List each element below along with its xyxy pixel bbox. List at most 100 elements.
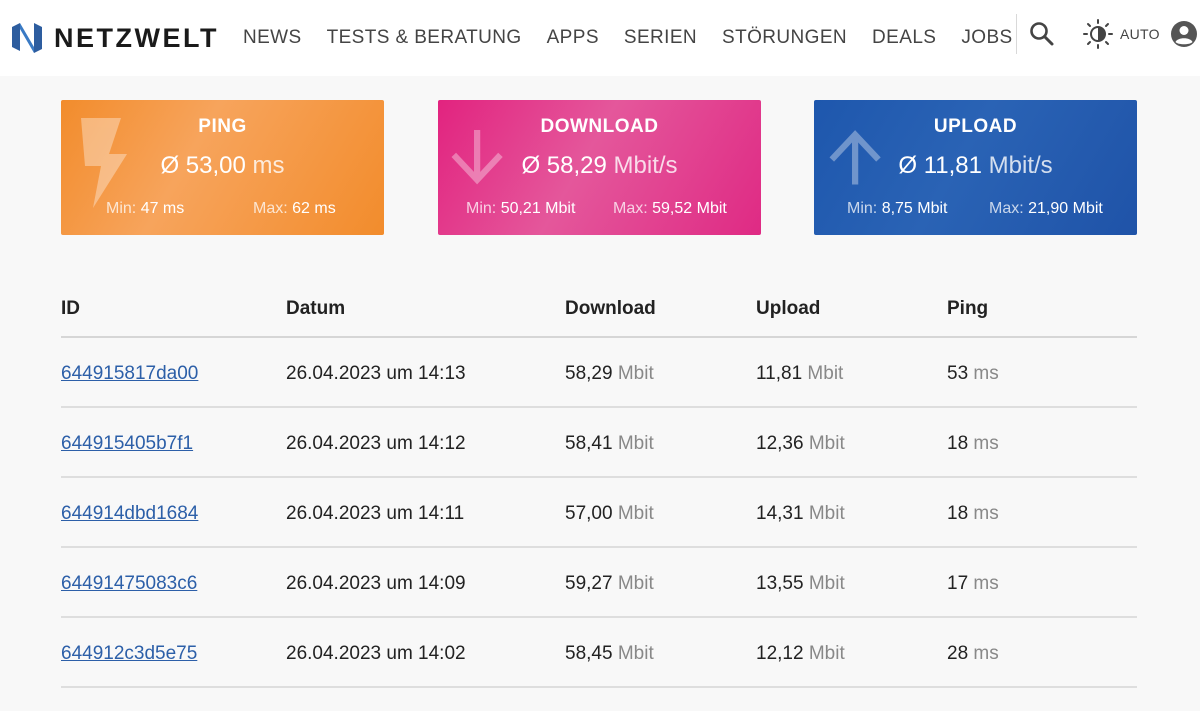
ping-average-value: 53,00 [185, 152, 246, 179]
speed-unit: Mbit [808, 503, 845, 524]
result-id-link[interactable]: 644912c3d5e75 [61, 643, 198, 664]
download-cell: 58,45 Mbit [565, 643, 654, 665]
upload-max: Max: 21,90 Mbit [989, 200, 1103, 218]
id-cell: 644914dbd1684 [61, 503, 198, 525]
date-cell: 26.04.2023 um 14:11 [286, 503, 465, 524]
nav-item-news[interactable]: NEWS [242, 27, 302, 48]
speed-unit: Mbit [617, 433, 654, 454]
result-id-link[interactable]: 64491475083c6 [61, 573, 198, 594]
ping-card: PING Ø 53,00 ms Min: 47 ms Max: 62 ms [61, 100, 384, 235]
theme-label: AUTO [1120, 26, 1160, 42]
ping-min: Min: 47 ms [106, 200, 184, 218]
ping-min-value: 47 ms [140, 200, 185, 217]
column-header-id: ID [61, 298, 80, 319]
id-cell: 64491475083c6 [61, 573, 197, 595]
ping-title: PING [198, 116, 247, 137]
upload-max-value: 21,90 Mbit [1028, 200, 1103, 217]
date-cell: 26.04.2023 um 14:12 [286, 433, 466, 454]
download-card: DOWNLOAD Ø 58,29 Mbit/s Min: 50,21 Mbit … [438, 100, 761, 235]
date-cell: 26.04.2023 um 14:02 [286, 643, 466, 664]
ping-value: 18 [947, 433, 969, 454]
nav-divider [1016, 14, 1017, 54]
download-unit: Mbit/s [613, 152, 678, 179]
download-value: 58,45 [565, 643, 613, 664]
download-value: 57,00 [565, 503, 613, 524]
download-value: 59,27 [565, 573, 613, 594]
brand-name: NETZWELT [54, 22, 219, 53]
speedtest-results: PING Ø 53,00 ms Min: 47 ms Max: 62 ms DO… [0, 76, 1200, 711]
upload-min-value: 8,75 Mbit [881, 200, 948, 217]
nav-item-tests-beratung[interactable]: TESTS & BERATUNG [326, 27, 522, 48]
speed-unit: Mbit [617, 643, 654, 664]
nav-item-serien[interactable]: SERIEN [623, 27, 698, 48]
arrow-down-icon [451, 130, 503, 185]
nav-item-jobs[interactable]: JOBS [961, 27, 1013, 48]
search-icon [1030, 22, 1054, 46]
result-id-link[interactable]: 644915405b7f1 [61, 433, 194, 454]
max-label: Max: [989, 200, 1024, 217]
speed-unit: Mbit [808, 433, 845, 454]
speed-unit: Mbit [807, 363, 844, 384]
upload-cell: 13,55 Mbit [756, 573, 845, 595]
netzwelt-logo-icon [12, 23, 42, 53]
min-label: Min: [847, 200, 878, 217]
upload-card: UPLOAD Ø 11,81 Mbit/s Min: 8,75 Mbit Max… [814, 100, 1137, 235]
result-id-link[interactable]: 644914dbd1684 [61, 503, 199, 524]
column-header-datum: Datum [286, 298, 346, 319]
average-symbol: Ø [898, 152, 924, 179]
upload-title: UPLOAD [933, 116, 1018, 137]
max-label: Max: [613, 200, 648, 217]
date-cell: 26.04.2023 um 14:13 [286, 363, 466, 384]
nav-item-deals[interactable]: DEALS [872, 27, 937, 48]
ping-cell: 17 ms [947, 573, 999, 595]
ping-cell: 53 ms [947, 363, 999, 385]
upload-average: Ø 11,81 Mbit/s [814, 152, 1137, 180]
nav-item-stoerungen[interactable]: STÖRUNGEN [722, 27, 848, 48]
download-value: 58,41 [565, 433, 613, 454]
upload-unit: Mbit/s [988, 152, 1053, 179]
ping-unit: ms [973, 643, 999, 664]
brand-logo[interactable]: NETZWELT [10, 21, 219, 55]
theme-toggle[interactable]: AUTO [1082, 18, 1160, 50]
ping-unit: ms [973, 503, 999, 524]
upload-value: 11,81 [756, 363, 803, 384]
user-account-icon [1171, 21, 1197, 47]
ping-value: 17 [947, 573, 969, 594]
id-cell: 644915817da00 [61, 363, 198, 385]
ping-value: 18 [947, 503, 969, 524]
download-cell: 59,27 Mbit [565, 573, 654, 595]
max-label: Max: [253, 200, 288, 217]
download-max: Max: 59,52 Mbit [613, 200, 727, 218]
lightning-icon [81, 118, 127, 208]
download-title: DOWNLOAD [540, 116, 659, 137]
download-value: 58,29 [565, 363, 613, 384]
result-id-link[interactable]: 644915817da00 [61, 363, 199, 384]
upload-average-value: 11,81 [923, 152, 982, 179]
speed-unit: Mbit [617, 363, 654, 384]
speed-unit: Mbit [617, 503, 654, 524]
upload-cell: 11,81 Mbit [756, 363, 843, 385]
average-symbol: Ø [521, 152, 547, 179]
top-navigation-bar: NETZWELT NEWS TESTS & BERATUNG APPS SERI… [0, 0, 1200, 76]
search-button[interactable] [1028, 20, 1056, 48]
table-row: 644915405b7f1 26.04.2023 um 14:12 58,41 … [61, 408, 1137, 478]
ping-value: 53 [947, 363, 969, 384]
upload-value: 12,12 [756, 643, 804, 664]
download-average-value: 58,29 [546, 152, 607, 179]
speed-unit: Mbit [808, 573, 845, 594]
brightness-icon [1083, 19, 1113, 49]
download-cell: 58,29 Mbit [565, 363, 654, 385]
ping-unit: ms [973, 363, 999, 384]
ping-unit: ms [252, 152, 285, 179]
ping-value: 28 [947, 643, 969, 664]
download-min-value: 50,21 Mbit [500, 200, 576, 217]
results-table: ID Datum Download Upload Ping 644915817d… [61, 286, 1137, 688]
ping-unit: ms [973, 433, 999, 454]
min-label: Min: [466, 200, 497, 217]
user-account-button[interactable] [1170, 20, 1198, 48]
upload-value: 14,31 [756, 503, 804, 524]
nav-item-apps[interactable]: APPS [546, 27, 599, 48]
upload-cell: 12,36 Mbit [756, 433, 845, 455]
ping-max: Max: 62 ms [253, 200, 336, 218]
column-header-upload: Upload [756, 298, 821, 319]
